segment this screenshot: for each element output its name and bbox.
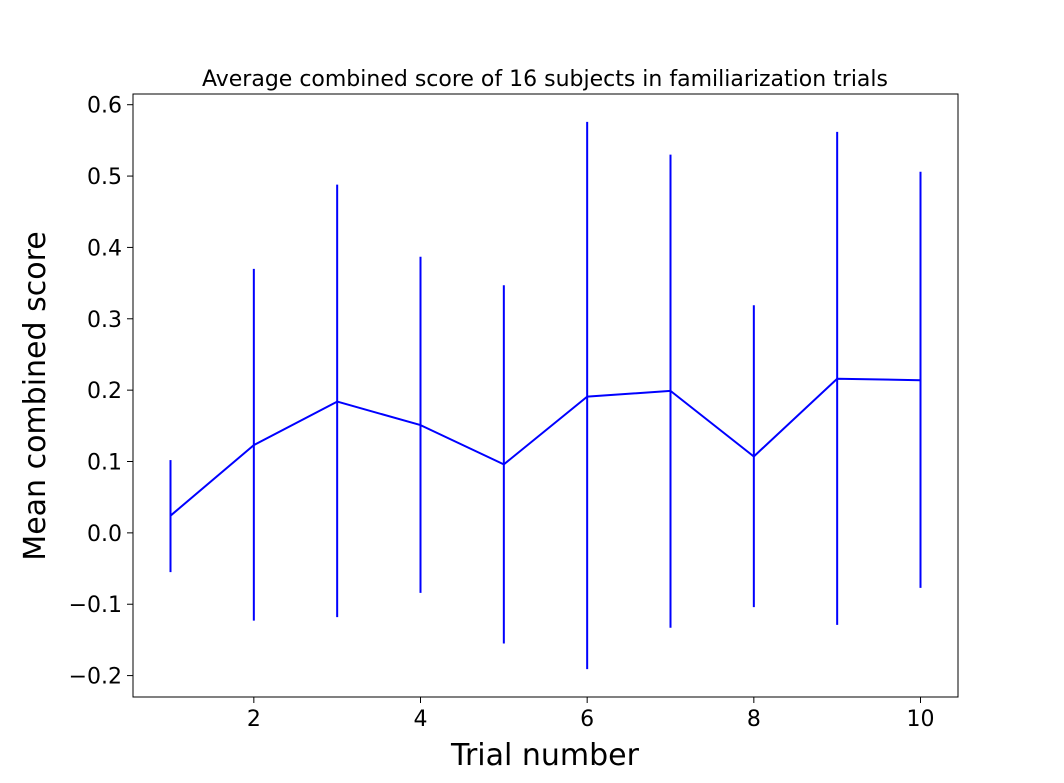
x-tick-label: 4	[414, 707, 428, 732]
plot-frame	[132, 93, 959, 698]
y-tick-label: 0.2	[87, 379, 122, 404]
x-axis-label: Trial number	[450, 738, 640, 773]
y-tick-label: 0.6	[87, 94, 122, 119]
y-tick-label: 0.0	[87, 522, 122, 547]
error-bars	[169, 121, 922, 670]
y-tick-label: 0.4	[87, 236, 122, 261]
x-tick-label: 10	[907, 707, 935, 732]
y-tick-label: 0.1	[87, 451, 122, 476]
x-tick-label: 8	[747, 707, 761, 732]
x-axis-ticks: 2 4 6 8 10	[247, 697, 935, 732]
series-line	[169, 377, 921, 517]
y-axis-label: Mean combined score	[18, 231, 53, 560]
y-tick-label: −0.2	[69, 665, 122, 690]
y-tick-label: −0.1	[69, 593, 122, 618]
x-tick-label: 2	[247, 707, 261, 732]
series-layer	[169, 377, 921, 517]
x-tick-label: 6	[580, 707, 594, 732]
y-tick-label: 0.5	[87, 165, 122, 190]
y-tick-label: 0.3	[87, 308, 122, 333]
chart-title: Average combined score of 16 subjects in…	[202, 67, 888, 92]
y-axis-ticks: −0.2 −0.1 0.0 0.1 0.2 0.3 0.4 0.5 0.6	[69, 94, 133, 690]
